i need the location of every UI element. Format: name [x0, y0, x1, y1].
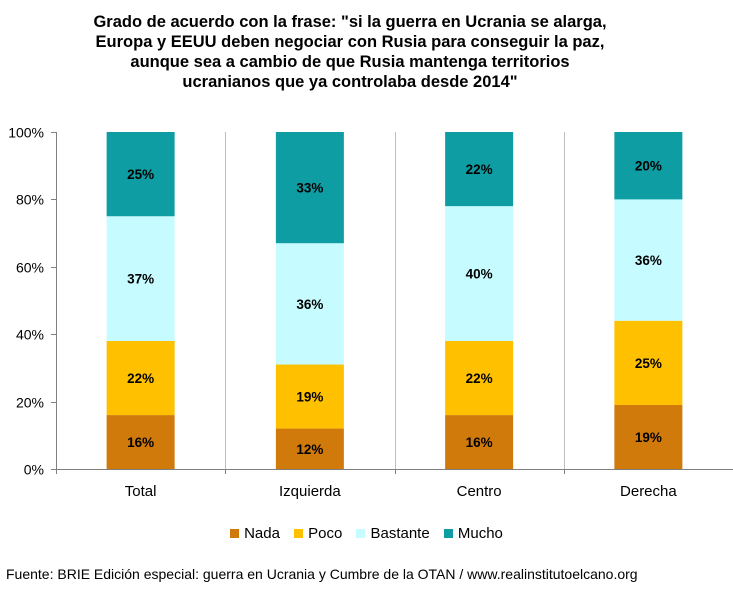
legend-item-poco: Poco [294, 525, 342, 542]
bar-segment-bastante [445, 206, 514, 341]
legend-swatch [294, 529, 304, 538]
data-label: 22% [466, 371, 493, 386]
data-label: 19% [296, 390, 323, 405]
bar-segment-poco [445, 340, 514, 416]
data-label: 16% [127, 435, 154, 450]
bar-segment-mucho [275, 132, 344, 244]
y-tick-label: 20% [16, 395, 44, 411]
legend-item-mucho: Mucho [443, 525, 503, 542]
legend-label: Mucho [457, 525, 503, 542]
x-tick-label: Centro [457, 483, 502, 500]
bar-segment-nada [275, 428, 344, 469]
legend-label: Bastante [370, 525, 430, 542]
x-tick-label: Izquierda [279, 483, 341, 500]
y-tick-label: 80% [16, 192, 44, 208]
y-tick-label: 0% [24, 462, 44, 478]
stacked-bar-chart: 16% 22% 37% 25% Total 12% 19% 36% 33% Izquierda 16… [8, 125, 733, 500]
x-tick-label: Derecha [620, 483, 677, 500]
bar-segment-poco [275, 364, 344, 429]
legend-label: Nada [244, 525, 280, 542]
chart-title-line: ucranianos que ya controlaba desde 2014" [182, 73, 518, 91]
bar-segment-poco [106, 340, 175, 416]
chart-title-line: Europa y EEUU deben negociar con Rusia p… [95, 33, 605, 51]
legend-swatch [356, 529, 366, 538]
chart-title-line: Grado de acuerdo con la frase: "si la gu… [93, 13, 607, 31]
legend-swatch [230, 529, 240, 538]
x-tick-label: Total [125, 483, 157, 500]
y-tick-label: 100% [8, 125, 44, 141]
chart-title: Grado de acuerdo con la frase: "si la gu… [90, 12, 610, 92]
chart-title-line: aunque sea a cambio de que Rusia manteng… [130, 53, 570, 71]
legend-item-bastante: Bastante [356, 525, 430, 542]
data-label: 25% [127, 167, 154, 182]
data-label: 20% [635, 159, 662, 174]
bar-segment-bastante [614, 199, 683, 321]
bar-segment-poco [614, 320, 683, 405]
data-label: 25% [635, 356, 662, 371]
bar-segment-nada [106, 415, 175, 469]
data-label: 22% [127, 371, 154, 386]
data-label: 36% [635, 253, 662, 268]
legend-swatch [443, 529, 453, 538]
y-tick-label: 60% [16, 260, 44, 276]
bar-segment-mucho [445, 132, 514, 207]
source-note: Fuente: BRIE Edición especial: guerra en… [6, 566, 638, 582]
bar-segment-nada [614, 404, 683, 469]
legend-label: Poco [308, 525, 343, 542]
y-tick-label: 40% [16, 327, 44, 343]
data-label: 16% [466, 435, 493, 450]
data-label: 36% [296, 297, 323, 312]
data-label: 12% [296, 442, 323, 457]
bar-segment-bastante [275, 243, 344, 365]
data-label: 37% [127, 272, 154, 287]
chart-legend: Nada Poco Bastante Mucho [0, 525, 733, 542]
bar-segment-mucho [106, 132, 175, 217]
data-label: 22% [466, 162, 493, 177]
legend-item-nada: Nada [230, 525, 280, 542]
data-label: 33% [296, 181, 323, 196]
data-label: 19% [635, 430, 662, 445]
data-label: 40% [466, 267, 493, 282]
bar-segment-mucho [614, 132, 683, 200]
bar-segment-nada [445, 415, 514, 469]
bar-segment-bastante [106, 216, 175, 341]
